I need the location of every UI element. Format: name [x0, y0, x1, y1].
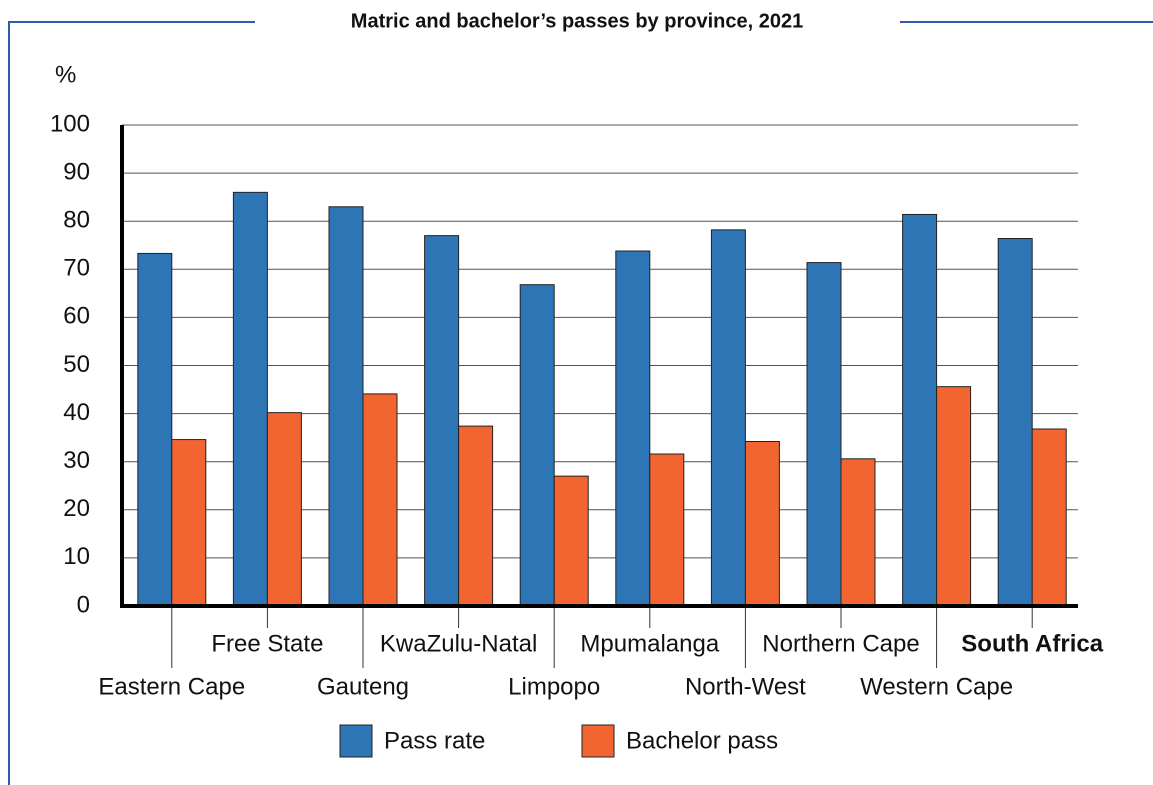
- legend-swatch: [581, 724, 615, 758]
- x-tick-label: Eastern Cape: [98, 673, 245, 700]
- y-tick-label: 70: [63, 255, 90, 282]
- x-tick-label: KwaZulu-Natal: [380, 630, 537, 657]
- bar: [362, 393, 398, 607]
- bar: [649, 453, 685, 607]
- x-tick-label: Western Cape: [860, 673, 1013, 700]
- y-tick-label: 0: [77, 591, 90, 618]
- bar: [840, 458, 876, 607]
- frame: [8, 21, 1153, 785]
- bar: [328, 206, 364, 607]
- y-tick-label: 80: [63, 207, 90, 234]
- chart-title: Matric and bachelor’s passes by province…: [351, 10, 803, 32]
- bar: [171, 439, 207, 607]
- y-tick-label: 40: [63, 399, 90, 426]
- y-tick-label: 50: [63, 351, 90, 378]
- x-tick-label: Gauteng: [317, 673, 409, 700]
- bar: [902, 213, 938, 607]
- x-tick-label: Mpumalanga: [580, 630, 719, 657]
- bar: [997, 238, 1033, 607]
- bar: [806, 262, 842, 607]
- legend-label: Bachelor pass: [626, 727, 778, 754]
- y-tick-label: 20: [63, 495, 90, 522]
- bar: [519, 284, 555, 607]
- bar: [1031, 428, 1067, 607]
- y-tick-label: 30: [63, 447, 90, 474]
- y-tick-label: 90: [63, 158, 90, 185]
- y-axis-label: %: [55, 61, 76, 88]
- bar: [710, 229, 746, 607]
- bar: [936, 386, 972, 607]
- bar: [615, 250, 651, 607]
- bar: [744, 440, 780, 607]
- legend-label: Pass rate: [384, 727, 485, 754]
- x-tick-label: Northern Cape: [762, 630, 919, 657]
- x-tick-label: Limpopo: [508, 673, 600, 700]
- y-tick-label: 60: [63, 303, 90, 330]
- y-tick-label: 10: [63, 543, 90, 570]
- x-tick-label: North-West: [685, 673, 806, 700]
- bar: [553, 475, 589, 607]
- legend-swatch: [339, 724, 373, 758]
- bar: [266, 412, 302, 607]
- x-tick-label: Free State: [211, 630, 323, 657]
- bar: [458, 425, 494, 607]
- bar: [137, 252, 173, 607]
- y-tick-label: 100: [50, 110, 90, 137]
- bar: [232, 191, 268, 607]
- bar: [424, 235, 460, 607]
- x-tick-label: South Africa: [961, 630, 1103, 657]
